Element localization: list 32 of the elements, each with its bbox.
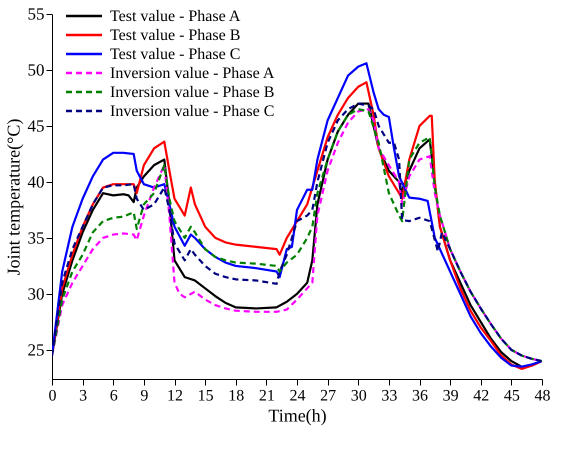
legend-label: Test value - Phase B xyxy=(110,27,240,44)
y-tick-label: 30 xyxy=(28,284,44,304)
x-tick-label: 36 xyxy=(412,388,428,404)
y-tick-label: 55 xyxy=(28,4,44,24)
x-tick-label: 33 xyxy=(381,388,398,404)
x-tick-label: 45 xyxy=(504,388,520,404)
x-tick-label: 3 xyxy=(79,388,88,404)
y-tick-label: 25 xyxy=(28,340,44,360)
x-tick-label: 48 xyxy=(534,388,550,404)
y-axis-title: Joint temperature(°C) xyxy=(4,118,24,276)
x-tick-label: 0 xyxy=(48,388,56,404)
legend-label: Inversion value - Phase B xyxy=(110,84,274,101)
x-tick-label: 39 xyxy=(442,388,459,404)
x-tick-label: 42 xyxy=(473,388,490,404)
legend-label: Inversion value - Phase A xyxy=(110,65,275,82)
y-tick-label: 35 xyxy=(28,228,44,248)
x-tick-label: 12 xyxy=(167,388,183,404)
legend-label: Test value - Phase C xyxy=(110,46,240,63)
legend-label: Test value - Phase A xyxy=(110,8,241,25)
x-tick-label: 30 xyxy=(350,388,367,404)
x-tick-label: 6 xyxy=(110,388,118,404)
x-axis-title: Time(h) xyxy=(268,406,327,426)
y-tick-label: 50 xyxy=(28,60,44,80)
x-tick-label: 18 xyxy=(228,388,244,404)
x-tick-label: 21 xyxy=(258,388,275,404)
y-tick-label: 40 xyxy=(28,172,44,192)
x-tick-label: 9 xyxy=(140,388,148,404)
x-tick-label: 15 xyxy=(198,388,214,404)
y-tick-label: 45 xyxy=(28,116,44,136)
legend-label: Inversion value - Phase C xyxy=(110,103,274,120)
x-tick-label: 24 xyxy=(290,388,306,404)
x-tick-label: 27 xyxy=(320,388,336,404)
